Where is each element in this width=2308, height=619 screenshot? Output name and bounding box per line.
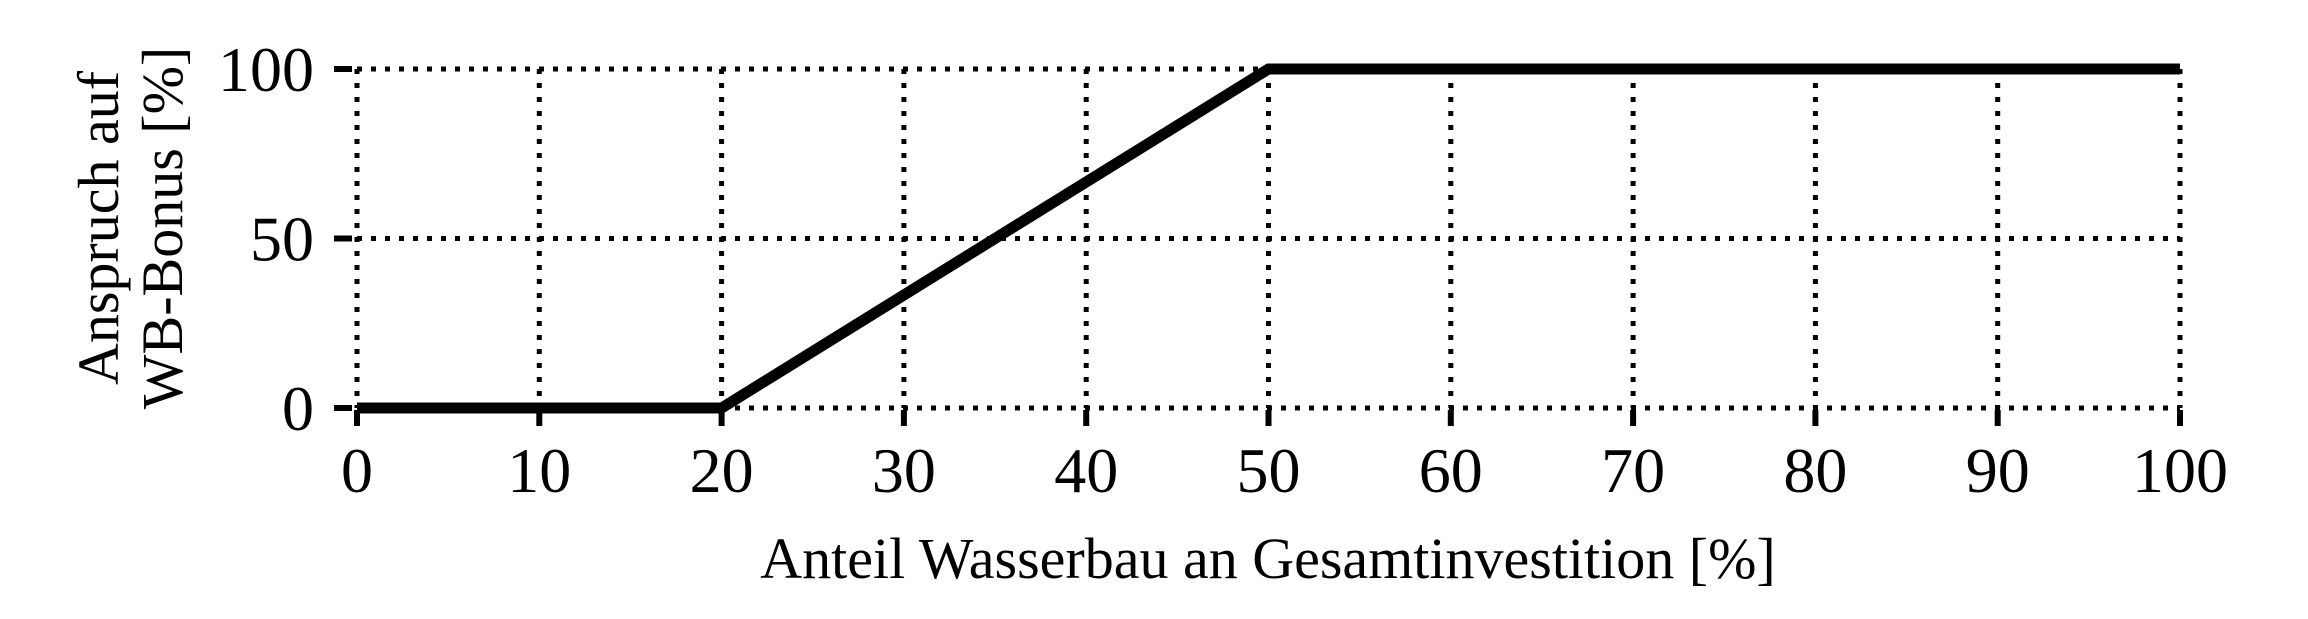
x-tick-label: 40 bbox=[1054, 435, 1118, 506]
x-tick-label: 10 bbox=[507, 435, 571, 506]
data-series-layer bbox=[357, 63, 2180, 414]
x-tick-label: 80 bbox=[1783, 435, 1847, 506]
tick-labels-layer: 0 10 20 30 40 50 60 70 80 90 100 0 50 100 bbox=[218, 34, 2228, 506]
y-tick-label: 100 bbox=[218, 34, 314, 105]
x-tick-label: 50 bbox=[1237, 435, 1301, 506]
grid-layer bbox=[354, 66, 2183, 411]
x-tick-label: 60 bbox=[1419, 435, 1483, 506]
x-tick-label: 70 bbox=[1601, 435, 1665, 506]
x-tick-label: 0 bbox=[341, 435, 373, 506]
y-axis-label-line-1: Anspruch auf bbox=[66, 70, 131, 385]
x-tick-label: 30 bbox=[872, 435, 936, 506]
y-tick-label: 50 bbox=[250, 204, 314, 275]
x-axis-label: Anteil Wasserbau an Gesamtinvestition [%… bbox=[760, 526, 1775, 591]
x-tick-label: 20 bbox=[690, 435, 754, 506]
x-tick-label: 100 bbox=[2132, 435, 2228, 506]
y-axis-label-line-2: WB-Bonus [%] bbox=[130, 47, 195, 409]
data-line bbox=[357, 63, 2180, 414]
tick-marks-layer bbox=[334, 66, 2183, 426]
x-tick-label: 90 bbox=[1966, 435, 2030, 506]
y-tick-label: 0 bbox=[282, 373, 314, 444]
